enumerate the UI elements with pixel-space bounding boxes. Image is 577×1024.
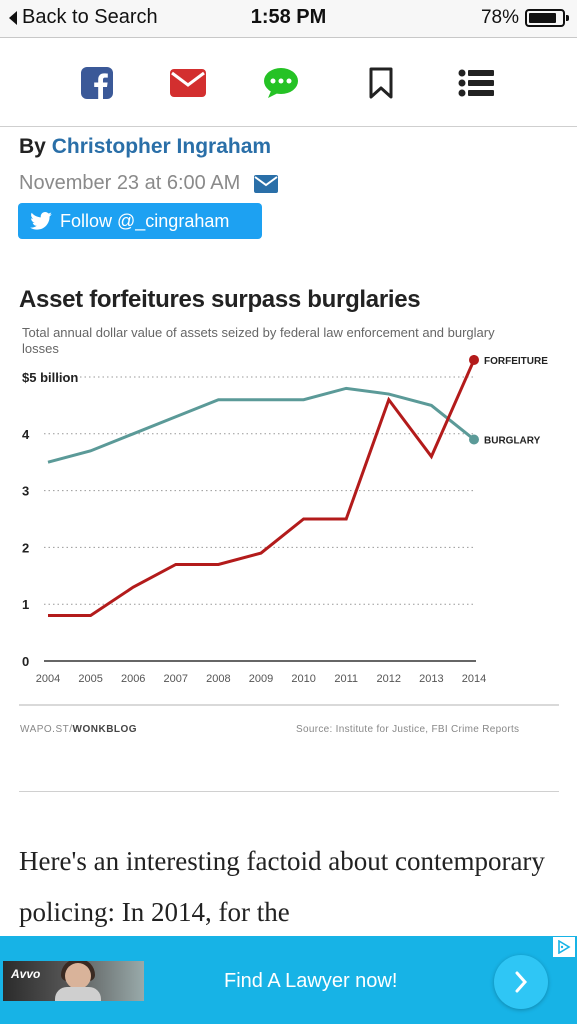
x-tick-label: 2011: [334, 673, 358, 685]
comments-button[interactable]: [263, 65, 299, 101]
status-bar: Back to Search 1:58 PM 78%: [0, 0, 577, 38]
x-tick-label: 2012: [377, 673, 401, 685]
chart-credit: WAPO.ST/WONKBLOG: [20, 724, 137, 735]
email-icon: [170, 69, 206, 97]
ad-next-button[interactable]: [494, 955, 548, 1009]
back-label: Back to Search: [22, 6, 158, 28]
battery-percent: 78%: [480, 7, 519, 28]
publish-date: November 23 at 6:00 AM: [19, 172, 241, 194]
x-tick-label: 2008: [206, 673, 230, 685]
series-label-forfeiture: FORFEITURE: [484, 356, 548, 367]
x-tick-label: 2013: [419, 673, 443, 685]
x-tick-label: 2005: [78, 673, 102, 685]
credit-prefix: WAPO.ST/: [20, 724, 73, 735]
credit-brand: WONKBLOG: [72, 724, 138, 735]
y-tick-label: 3: [22, 484, 29, 499]
dateline: November 23 at 6:00 AM: [19, 172, 279, 195]
line-chart: 0 1 2 3 4 $5 billion 2004 2005 2006 2007 2008 2009 2…: [22, 355, 548, 685]
battery-status: 78%: [480, 7, 569, 29]
menu-list-button[interactable]: [458, 65, 494, 101]
facebook-icon: [81, 67, 113, 99]
ad-banner[interactable]: Avvo: [0, 936, 577, 1024]
author-link[interactable]: Christopher Ingraham: [51, 135, 272, 158]
facebook-share-button[interactable]: [79, 65, 115, 101]
ad-person-torso: [55, 987, 101, 1001]
byline-prefix: By: [19, 135, 46, 158]
chart-subtitle: Total annual dollar value of assets seiz…: [22, 325, 495, 356]
chevron-right-icon: [515, 971, 528, 993]
y-tick-label: 0: [22, 654, 29, 669]
ad-logo: Avvo: [11, 967, 41, 981]
twitter-bird-icon: [30, 212, 52, 230]
section-divider: [19, 791, 559, 792]
x-tick-label: 2007: [164, 673, 188, 685]
ad-image[interactable]: Avvo: [3, 961, 144, 1001]
list-icon: [458, 69, 494, 97]
follow-label: Follow @_cingraham: [60, 210, 230, 231]
series-line-burglary: [47, 386, 475, 464]
chart-title: Asset forfeitures surpass burglaries: [19, 286, 421, 313]
chart-source: Source: Institute for Justice, FBI Crime…: [296, 724, 520, 735]
comments-icon: [264, 68, 298, 98]
ad-text[interactable]: Find A Lawyer now!: [224, 970, 398, 992]
x-tick-label: 2010: [291, 673, 315, 685]
series-endpoint-forfeiture: [469, 355, 479, 365]
email-author-icon[interactable]: [254, 174, 279, 193]
twitter-follow-button[interactable]: Follow @_cingraham: [18, 203, 262, 239]
ad-person-face: [65, 963, 91, 989]
ad-choices-icon: [558, 940, 571, 954]
y-tick-label: 2: [22, 540, 29, 555]
back-triangle-icon: [9, 10, 17, 25]
email-share-button[interactable]: [170, 65, 206, 101]
back-to-search-link[interactable]: Back to Search: [8, 6, 158, 29]
article-body: Here's an interesting factoid about cont…: [19, 846, 545, 927]
battery-icon: [525, 9, 569, 27]
x-tick-label: 2006: [121, 673, 145, 685]
byline: By Christopher Ingraham: [19, 135, 271, 159]
y-tick-label: 1: [22, 597, 29, 612]
series-line-forfeiture: [48, 359, 476, 618]
y-tick-label: 4: [22, 427, 30, 442]
y-tick-label: $5 billion: [22, 370, 78, 385]
series-label-burglary: BURGLARY: [484, 435, 541, 446]
bookmark-icon: [369, 67, 393, 99]
ad-choices-button[interactable]: [553, 937, 575, 957]
chart-divider: [19, 704, 559, 706]
x-tick-label: 2014: [462, 673, 486, 685]
x-tick-label: 2004: [36, 673, 60, 685]
x-tick-label: 2009: [249, 673, 273, 685]
series-endpoint-burglary: [469, 434, 479, 445]
share-toolbar: [0, 39, 577, 127]
bookmark-button[interactable]: [363, 65, 399, 101]
